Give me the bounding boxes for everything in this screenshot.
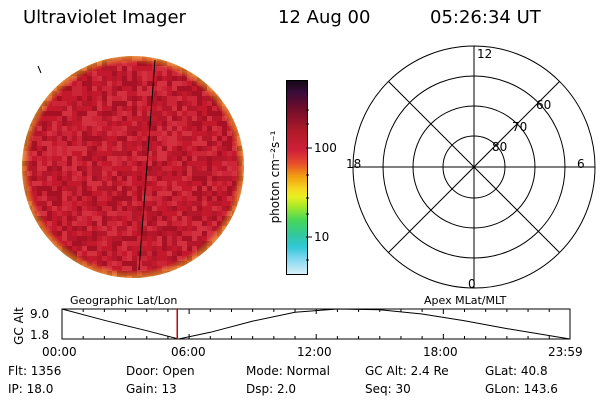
timeline-xtick-2359: 23:59	[548, 345, 583, 359]
ip-value: IP: 18.0	[8, 382, 54, 396]
mark-line	[37, 65, 42, 74]
dsp-value: Dsp: 2.0	[246, 382, 297, 396]
mlt-label-6: 6	[577, 157, 585, 171]
timeline-x-ticks	[61, 309, 571, 339]
timeline-left-title: Geographic Lat/Lon	[70, 294, 178, 307]
colorbar-tick-10: 10	[314, 230, 330, 244]
date-label: 12 Aug 00	[278, 7, 371, 28]
timeline-ytick-top: 9.0	[30, 307, 50, 321]
gc-altitude: GC Alt: 2.4 Re	[365, 364, 449, 378]
geographic-longitude: GLon: 143.6	[485, 382, 558, 396]
time-label: 05:26:34 UT	[430, 7, 541, 28]
geographic-latitude: GLat: 40.8	[485, 364, 548, 378]
sequence-value: Seq: 30	[365, 382, 411, 396]
timeline-xtick-0000: 00:00	[42, 345, 77, 359]
timeline-right-title: Apex MLat/MLT	[424, 294, 507, 307]
lat-label-80: 80	[492, 140, 508, 154]
timeline-xtick-1800: 18:00	[423, 345, 458, 359]
polar-diagonal-2	[388, 81, 560, 253]
colorbar-tick-100: 100	[314, 141, 337, 155]
colorbar	[286, 80, 308, 275]
instrument-title: Ultraviolet Imager	[23, 7, 186, 28]
timeline-xtick-1200: 12:00	[297, 345, 332, 359]
lat-label-70: 70	[512, 120, 528, 134]
flight-number: Flt: 1356	[8, 364, 62, 378]
mlt-label-12: 12	[477, 47, 493, 61]
lat-label-60: 60	[536, 98, 552, 112]
mlt-label-0: 0	[468, 277, 476, 291]
gain-value: Gain: 13	[126, 382, 177, 396]
timeline-ytick-bottom: 1.8	[30, 328, 50, 342]
door-status: Door: Open	[126, 364, 195, 378]
altitude-curve	[61, 308, 571, 340]
mode-status: Mode: Normal	[246, 364, 330, 378]
terminator-line	[138, 59, 156, 271]
timeline-xtick-0600: 06:00	[171, 345, 206, 359]
mlt-label-18: 18	[346, 157, 362, 171]
